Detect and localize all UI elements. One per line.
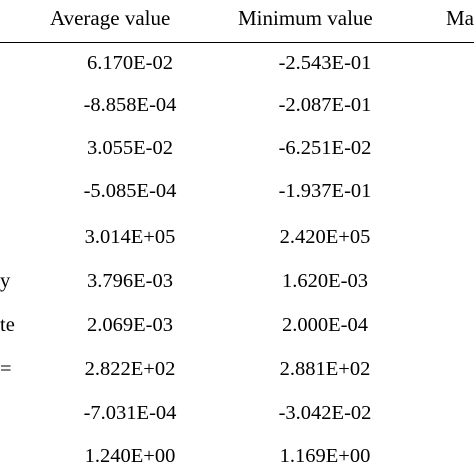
cell-average: 3.796E-03 (87, 270, 173, 292)
cell-average: 6.170E-02 (87, 52, 173, 74)
cell-average: 2.822E+02 (84, 358, 176, 380)
table-row: 3.014E+05 2.420E+05 (0, 222, 474, 252)
cell-average: 1.240E+00 (84, 445, 176, 467)
cell-average: 2.069E-03 (87, 314, 173, 336)
cell-average: 3.055E-02 (87, 137, 173, 159)
header-maximum-value: Ma (446, 6, 474, 30)
cell-minimum: 2.000E-04 (282, 314, 368, 336)
cell-average: -7.031E-04 (83, 402, 177, 424)
cell-minimum: -2.543E-01 (278, 52, 372, 74)
table-row: y 3.796E-03 1.620E-03 (0, 266, 474, 296)
cell-average: -8.858E-04 (83, 94, 177, 116)
cell-minimum: 1.620E-03 (282, 270, 368, 292)
row-label: y (0, 270, 11, 292)
table-row: 1.240E+00 1.169E+00 (0, 441, 474, 471)
cell-minimum: -2.087E-01 (278, 94, 372, 116)
row-label: te (0, 314, 15, 336)
row-label: = (0, 358, 12, 380)
table-row: te 2.069E-03 2.000E-04 (0, 310, 474, 340)
table-row: -7.031E-04 -3.042E-02 (0, 398, 474, 428)
table-row: 3.055E-02 -6.251E-02 (0, 133, 474, 163)
cell-minimum: 1.169E+00 (279, 445, 371, 467)
table-row: 6.170E-02 -2.543E-01 (0, 48, 474, 78)
header-rule (0, 42, 474, 43)
cell-minimum: 2.420E+05 (279, 226, 371, 248)
header-average-value: Average value (50, 6, 171, 30)
table-row: = 2.822E+02 2.881E+02 (0, 354, 474, 384)
cell-average: 3.014E+05 (84, 226, 176, 248)
cell-minimum: 2.881E+02 (279, 358, 371, 380)
table-row: -5.085E-04 -1.937E-01 (0, 176, 474, 206)
header-minimum-value: Minimum value (238, 6, 373, 30)
cell-average: -5.085E-04 (83, 180, 177, 202)
cell-minimum: -1.937E-01 (278, 180, 372, 202)
cell-minimum: -6.251E-02 (278, 137, 372, 159)
cell-minimum: -3.042E-02 (278, 402, 372, 424)
table-row: -8.858E-04 -2.087E-01 (0, 90, 474, 120)
